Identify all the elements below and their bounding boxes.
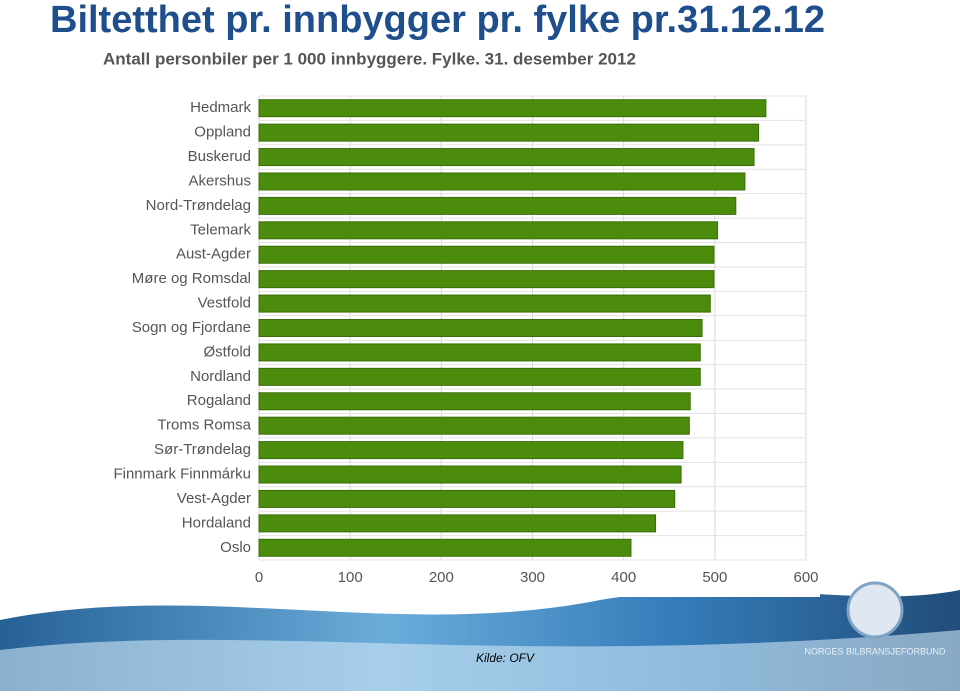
bar xyxy=(258,245,715,264)
y-tick-label: Rogaland xyxy=(187,392,251,409)
bar xyxy=(258,319,703,337)
chart: 0 100 200 300 400 500 600 Hedmark Oppland Buskeru… xyxy=(113,95,819,586)
y-tick-label: Nordland xyxy=(190,368,251,385)
y-tick-label: Hedmark xyxy=(190,99,251,116)
y-tick-label: Troms Romsa xyxy=(157,417,251,434)
y-tick-label: Buskerud xyxy=(188,148,251,165)
logo-emblem xyxy=(846,581,904,639)
x-tick-label: 600 xyxy=(793,569,818,586)
bar xyxy=(258,441,684,460)
y-tick-label: Vestfold xyxy=(198,295,251,312)
bar xyxy=(258,514,657,533)
bar xyxy=(258,343,701,362)
y-tick-label: Sør-Trøndelag xyxy=(154,441,251,458)
y-tick-label: Sogn og Fjordane xyxy=(132,319,251,336)
bar xyxy=(258,465,682,484)
bar xyxy=(258,99,767,118)
source: Kilde: OFV xyxy=(476,651,535,665)
y-tick-label: Vest-Agder xyxy=(177,490,251,507)
chart-title: Antall personbiler per 1 000 innbyggere.… xyxy=(103,49,636,68)
bar xyxy=(258,489,676,508)
x-tick-label: 0 xyxy=(255,569,263,586)
bar xyxy=(258,270,715,289)
y-tick-label: Hordaland xyxy=(182,514,251,531)
bar xyxy=(258,416,690,435)
bar xyxy=(258,392,691,411)
x-tick-label: 400 xyxy=(611,569,636,586)
y-tick-label: Finnmark Finnmárku xyxy=(113,465,251,482)
y-tick-label: Aust-Agder xyxy=(176,246,251,263)
y-tick-label: Østfold xyxy=(203,343,251,360)
bar xyxy=(258,196,737,215)
bar xyxy=(258,221,719,240)
bar xyxy=(258,294,711,313)
x-tick-label: 500 xyxy=(702,569,727,586)
logo-text: NORGES BILBRANSJEFORBUND xyxy=(804,646,946,656)
bar xyxy=(258,367,701,386)
x-tick-label: 100 xyxy=(338,569,363,586)
y-tick-label: Møre og Romsdal xyxy=(132,270,251,287)
y-tick-label: Telemark xyxy=(190,221,251,238)
slide-title: Biltetthet pr. innbygger pr. fylke pr.31… xyxy=(50,0,825,41)
y-tick-label: Akershus xyxy=(188,172,251,189)
footer-wave-light xyxy=(0,630,960,691)
y-tick-label: Oslo xyxy=(220,539,251,556)
x-tick-label: 200 xyxy=(429,569,454,586)
y-tick-label: Oppland xyxy=(194,124,251,141)
bar xyxy=(258,123,760,142)
bar xyxy=(258,538,632,557)
bar xyxy=(258,148,755,167)
bar xyxy=(258,172,746,191)
y-tick-label: Nord-Trøndelag xyxy=(146,197,251,214)
x-tick-label: 300 xyxy=(520,569,545,586)
